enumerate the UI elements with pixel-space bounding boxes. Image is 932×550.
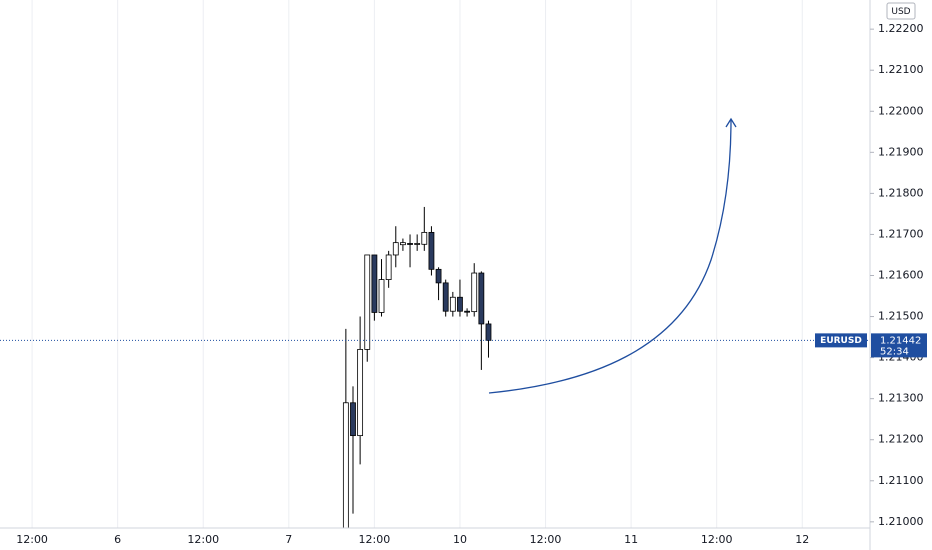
symbol-label: EURUSD — [820, 336, 862, 346]
x-tick-label: 12:00 — [701, 533, 733, 546]
candles — [342, 206, 492, 528]
y-tick-label: 1.21600 — [878, 268, 924, 281]
x-tick-label: 12:00 — [530, 533, 562, 546]
price-box — [871, 333, 927, 358]
y-tick-label: 1.22000 — [878, 104, 924, 117]
countdown-label: 52:34 — [880, 346, 909, 357]
grid — [31, 0, 803, 528]
y-tick-label: 1.21300 — [878, 392, 924, 405]
y-tick-label: 1.21700 — [878, 227, 924, 240]
candle-body — [414, 243, 421, 245]
candle-body — [485, 323, 492, 341]
x-tick-label: 10 — [453, 533, 467, 546]
candle-body — [392, 242, 399, 256]
x-tick-label: 12:00 — [187, 533, 219, 546]
y-tick-label: 1.21100 — [878, 474, 924, 487]
currency-label: USD — [891, 7, 910, 17]
candle-body — [478, 272, 485, 325]
x-tick-label: 6 — [114, 533, 121, 546]
candle-body — [421, 231, 428, 245]
projection-arrow — [488, 119, 732, 394]
candle-body — [342, 402, 349, 528]
candle-body — [464, 310, 470, 313]
arrow-head — [725, 117, 737, 128]
x-tick-label: 7 — [285, 533, 292, 546]
y-tick-label: 1.22200 — [878, 22, 924, 35]
price-label: 1.21442 — [880, 335, 921, 346]
candle-body — [357, 348, 364, 437]
candle-body — [428, 231, 435, 270]
x-tick-label: 12 — [795, 533, 809, 546]
x-tick-label: 12:00 — [16, 533, 48, 546]
x-tick-label: 11 — [624, 533, 638, 546]
candle-body — [435, 268, 442, 284]
y-tick-label: 1.21200 — [878, 433, 924, 446]
y-tick-label: 1.21000 — [878, 515, 924, 528]
candle-body — [457, 296, 463, 312]
candle-body — [400, 242, 406, 246]
axes: 12:00 6 12:00 7 12:00 10 12:00 11 12:00 12 1.21000… — [16, 22, 923, 546]
y-tick-label: 1.21800 — [878, 186, 924, 199]
candle-body — [364, 254, 371, 350]
candle-body — [385, 254, 392, 281]
y-tick-label: 1.21500 — [878, 310, 924, 323]
candle-body — [449, 296, 456, 312]
candle-body — [407, 243, 413, 245]
currency-box — [886, 2, 916, 20]
candle-body — [471, 272, 478, 313]
candle-body — [350, 402, 356, 437]
y-tick-label: 1.22100 — [878, 63, 924, 76]
x-tick-label: 12:00 — [359, 533, 391, 546]
candle-body — [371, 254, 378, 313]
y-tick-label: 1.21900 — [878, 145, 924, 158]
symbol-box — [815, 333, 867, 348]
candle-body — [442, 282, 449, 312]
candle-body — [378, 279, 385, 313]
